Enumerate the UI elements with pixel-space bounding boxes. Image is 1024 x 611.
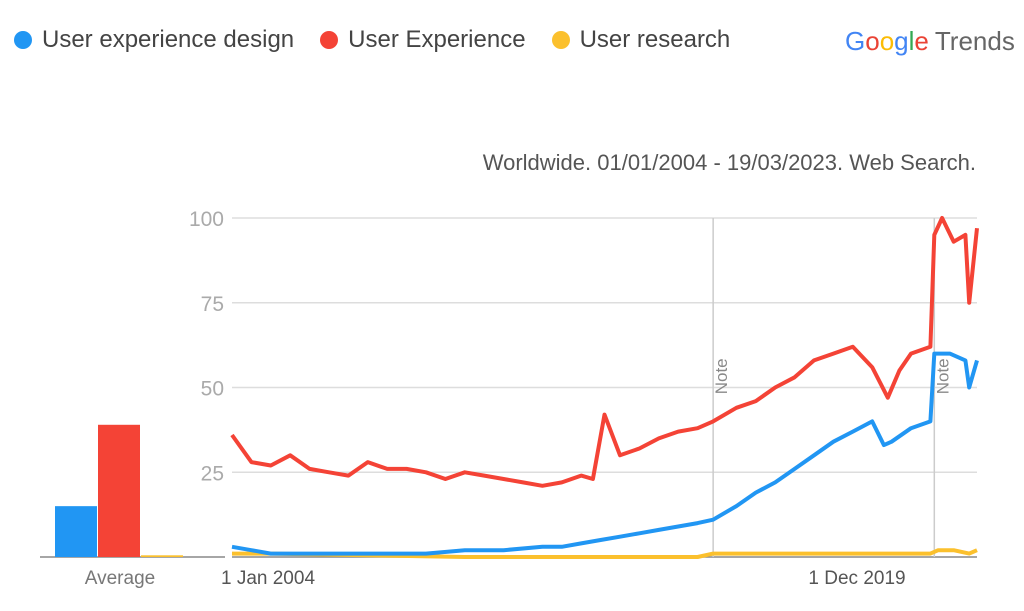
- y-tick-label: 100: [189, 208, 224, 231]
- trends-wordmark: Trends: [934, 26, 1015, 56]
- series-line-0: [231, 351, 979, 556]
- red-dot-icon: [320, 31, 339, 49]
- chart-subtitle: Worldwide. 01/01/2004 - 19/03/2023. Web …: [482, 150, 976, 175]
- y-tick-label: 25: [201, 462, 224, 485]
- blue-dot-icon: [14, 31, 32, 49]
- google-wordmark: Google: [845, 26, 929, 56]
- note-label: Note: [933, 358, 952, 394]
- series-line-2: [232, 548, 978, 559]
- google-trends-logo: Google Trends: [845, 26, 1015, 57]
- legend-item-user-research[interactable]: User research: [551, 26, 731, 54]
- yellow-dot-icon: [551, 31, 570, 49]
- legend-label: User Experience: [348, 26, 526, 53]
- legend-label: User research: [579, 26, 731, 53]
- legend: User experience design User Experience U…: [14, 26, 730, 54]
- y-tick-label: 50: [201, 378, 224, 401]
- legend-item-user-experience[interactable]: User Experience: [320, 26, 526, 54]
- average-bar-2: [141, 555, 183, 557]
- average-bar-1: [98, 424, 140, 557]
- series-line-1: [230, 216, 979, 488]
- y-tick-label: 75: [201, 293, 224, 316]
- note-label: Note: [712, 358, 731, 394]
- average-label: Average: [85, 568, 155, 589]
- average-bar-0: [55, 506, 97, 557]
- x-tick-label: 1 Dec 2019: [808, 568, 905, 589]
- x-tick-label: 1 Jan 2004: [221, 568, 315, 589]
- legend-item-ux-design[interactable]: User experience design: [14, 26, 294, 54]
- legend-label: User experience design: [42, 26, 295, 53]
